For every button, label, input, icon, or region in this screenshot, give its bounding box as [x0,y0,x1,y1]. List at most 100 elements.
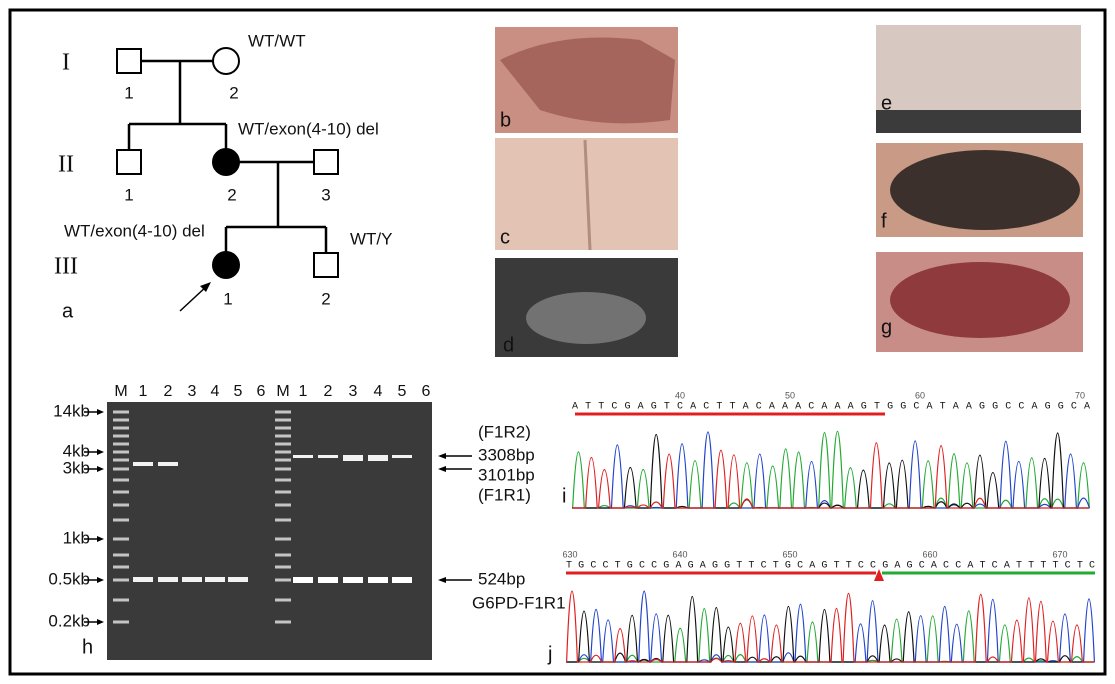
ladder-band [275,537,291,541]
individual-number: 2 [321,289,330,308]
dna-band [158,577,178,582]
panel-letter: d [503,334,514,356]
lane-label: 5 [398,383,407,400]
ladder-band [113,478,129,482]
marker-arrowhead [97,577,104,583]
dna-band [368,577,388,583]
size-marker: 3kb [63,458,90,477]
photo-detail [890,262,1070,338]
sequence-position: 670 [1052,549,1067,559]
sequence: ATTCGAGTCACTTACAAACAAAGTGGCATAAGGCCAGGCA [572,402,1090,413]
affected-female-symbol [212,148,240,176]
panel-letter: g [881,316,892,338]
dna-band [205,577,225,582]
marker-arrowhead [97,449,104,455]
size-marker: 0.2kb [48,611,90,630]
dna-band [392,455,412,458]
lane-label: 6 [257,383,266,400]
dna-band [133,577,153,582]
affected-female-symbol [212,251,240,279]
male-symbol [313,149,339,175]
photo-letters: b c d e f g [500,92,892,356]
dna-band [318,577,338,583]
dna-band [343,577,363,583]
sequence-position: 660 [922,549,937,559]
ladder-band [275,426,291,430]
individual-number: 3 [321,185,330,204]
individual-number: 1 [124,185,133,204]
marker-arrowhead [97,409,104,415]
lane-label: 4 [211,383,220,400]
lane-label: M [114,383,127,400]
panel-letter: h [82,636,93,658]
band-label: (F1R1) [478,485,531,504]
mutation-marker [874,569,884,581]
trace [572,431,1090,509]
panel-letter: b [500,109,511,131]
male-symbol [313,252,339,278]
trace [566,590,1095,663]
chromatograms: 40 50 60 70 ATTCGAGTCACTTACAAACAAAGTGGCATAAG… [547,390,1095,665]
figure-border [8,8,1107,676]
size-marker: 14kb [53,401,90,420]
ladder-band [113,518,129,522]
sequence-position: 40 [675,390,685,400]
ladder-band [275,478,291,482]
dna-band [182,577,202,582]
ladder-band [275,518,291,522]
male-symbol [116,149,142,175]
generation-label: I [62,50,70,76]
genotype: WT/WT [248,31,306,50]
panel-letter: f [881,210,887,232]
ladder-band [275,565,291,569]
individual-number: 2 [229,83,238,102]
ladder-band [113,578,129,582]
band-label: 3308bp [478,445,535,464]
ladder-band [275,418,291,422]
lane-label: 3 [349,383,358,400]
lane-label: 1 [139,383,148,400]
ladder-band [113,620,129,624]
lane-label: 2 [324,383,333,400]
sequence-position: 70 [1075,390,1085,400]
individual-number: 1 [124,83,133,102]
photos [495,25,1083,357]
ladder-band [275,553,291,557]
gel: M 1 2 3 4 5 6 M 1 2 3 4 5 614kb4kb3kb1kb0.5kb0.2kb(F1… [48,383,565,658]
female-symbol [212,47,240,75]
generation-label: II [58,152,74,178]
ladder-band [113,450,129,454]
ladder-band [275,458,291,462]
panel-letter: j [547,643,552,665]
band-label: G6PD-F1R1 [472,593,566,612]
genotype: WT/exon(4-10) del [238,119,379,138]
photo-detail [890,150,1080,230]
genotype: WT/exon(4-10) del [64,221,205,240]
panel-letter: i [562,485,566,507]
photo-detail [526,292,646,344]
trace [572,431,1090,509]
proband-arrowhead [200,282,211,292]
panel-letter: c [500,226,510,248]
sequence-position: 650 [782,549,797,559]
lane-label: 1 [299,383,308,400]
male-symbol [116,48,142,74]
lane-label: 5 [234,383,243,400]
trace [566,595,1095,663]
band-label: 524bp [478,569,525,588]
ladder-band [275,410,291,414]
ladder-band [275,620,291,624]
dna-band [318,455,338,458]
size-marker: 1kb [63,528,90,547]
ladder-band [275,490,291,494]
dna-band [158,462,178,466]
panel-letter: a [62,300,74,322]
band-label: 3101bp [478,465,535,484]
photo-detail [583,139,592,251]
ladder-band [275,598,291,602]
sequence-position: 50 [785,390,795,400]
marker-arrowhead [97,619,104,625]
ladder-band [113,410,129,414]
ladder-band [113,503,129,507]
ladder-band [113,537,129,541]
